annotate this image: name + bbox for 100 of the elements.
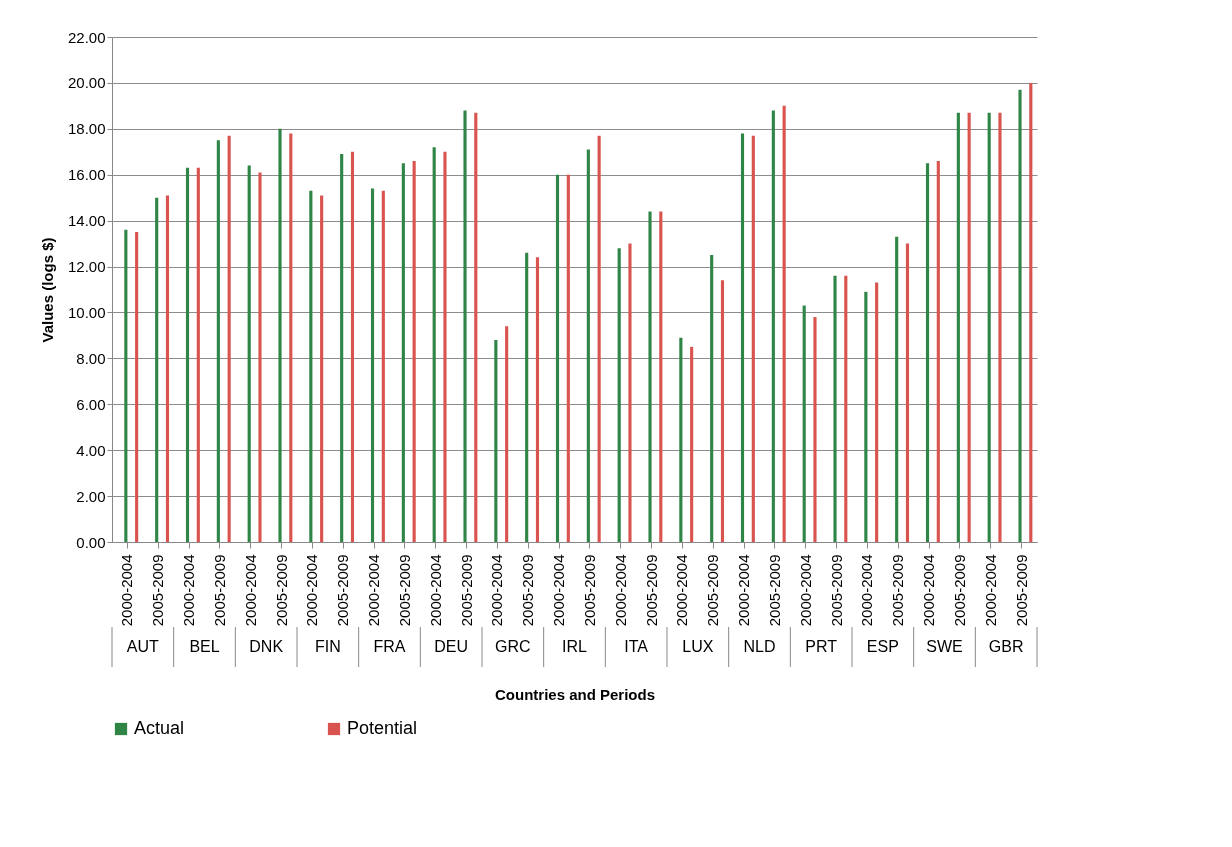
x-tick-label: 2000-2004 <box>735 554 753 627</box>
bar <box>813 317 817 542</box>
bar <box>956 112 960 542</box>
bar <box>659 211 663 542</box>
x-tick-label: 2000-2004 <box>858 554 876 627</box>
bar <box>505 326 509 542</box>
bar <box>875 282 879 542</box>
x-tick-label: 2005-2009 <box>889 554 907 627</box>
y-tick-label: 0.00 <box>76 533 106 551</box>
y-tick-label: 10.00 <box>67 303 106 321</box>
bar <box>617 248 621 542</box>
y-tick-label: 12.00 <box>67 258 106 276</box>
text: ITA <box>624 638 649 655</box>
x-tick-label: 2005-2009 <box>1012 554 1030 627</box>
text: GBR <box>988 638 1024 655</box>
bar <box>690 346 694 542</box>
bar <box>1018 89 1022 542</box>
x-tick-label: 2005-2009 <box>395 554 413 627</box>
x-tick-label: 2005-2009 <box>272 554 290 627</box>
bar <box>401 163 405 542</box>
bar <box>998 112 1002 542</box>
y-tick-label: 6.00 <box>76 395 106 413</box>
x-tick-label: 2005-2009 <box>765 554 783 627</box>
y-tick-label: 14.00 <box>67 212 106 230</box>
bar <box>494 340 498 542</box>
text: PRT <box>805 638 838 655</box>
x-tick-label: 2005-2009 <box>149 554 167 627</box>
bar <box>227 135 231 542</box>
text: DNK <box>249 638 284 655</box>
x-tick-label: 2000-2004 <box>365 554 383 627</box>
legend-label: Potential <box>347 718 418 738</box>
bar <box>597 135 601 542</box>
bar <box>443 151 447 542</box>
x-tick-label: 2000-2004 <box>673 554 691 627</box>
bar <box>895 236 899 542</box>
text: FIN <box>314 638 341 655</box>
x-tick-label: 2000-2004 <box>180 554 198 627</box>
bar <box>864 291 868 542</box>
y-tick-label: 4.00 <box>76 441 106 459</box>
y-tick-label: 18.00 <box>67 120 106 138</box>
x-tick-label: 2005-2009 <box>457 554 475 627</box>
bar <box>905 243 910 542</box>
bar <box>1029 82 1033 542</box>
bar <box>751 135 755 542</box>
bar <box>216 140 220 542</box>
x-tick-label: 2000-2004 <box>550 554 568 627</box>
bar <box>802 305 806 542</box>
bar <box>258 172 262 542</box>
bar <box>289 133 293 542</box>
bar <box>967 112 971 542</box>
bar <box>350 151 355 542</box>
bar <box>320 195 324 542</box>
bar <box>566 174 570 542</box>
x-tick-label: 2005-2009 <box>950 554 968 627</box>
x-tick-label: 2000-2004 <box>920 554 938 627</box>
legend-label: Actual <box>134 718 185 738</box>
bar <box>586 149 590 542</box>
bar <box>278 128 282 542</box>
text: GRC <box>495 638 531 655</box>
x-tick-label: 2005-2009 <box>210 554 228 627</box>
x-tick-label: 2005-2009 <box>642 554 660 627</box>
x-tick-label: 2005-2009 <box>580 554 598 627</box>
bar <box>135 232 139 542</box>
bar <box>844 275 848 542</box>
bar <box>925 163 930 542</box>
bar <box>782 105 786 542</box>
text: BEL <box>189 638 220 655</box>
text: AUT <box>126 638 160 655</box>
bar <box>936 160 940 542</box>
bar <box>648 211 652 542</box>
x-tick-label: 2000-2004 <box>981 554 999 627</box>
bar <box>740 133 745 542</box>
text: ESP <box>866 638 899 655</box>
bar <box>987 112 991 542</box>
bar <box>432 147 436 542</box>
bar <box>555 174 560 542</box>
x-tick-label: 2000-2004 <box>118 554 136 627</box>
bar <box>463 110 467 542</box>
x-axis-title: Countries and Periods <box>494 685 656 703</box>
text: LUX <box>682 638 714 655</box>
x-tick-label: 2000-2004 <box>303 554 321 627</box>
text: DEU <box>434 638 469 655</box>
bar <box>771 110 775 542</box>
bar <box>381 190 385 542</box>
y-tick-label: 22.00 <box>67 28 106 46</box>
x-tick-label: 2000-2004 <box>426 554 444 627</box>
bar <box>679 337 683 542</box>
bar <box>474 112 478 542</box>
bar <box>525 252 529 542</box>
y-tick-label: 16.00 <box>67 166 106 184</box>
x-tick-label: 2005-2009 <box>704 554 722 627</box>
bar <box>196 167 200 542</box>
text: FRA <box>373 638 406 655</box>
x-tick-label: 2005-2009 <box>334 554 352 627</box>
x-tick-label: 2000-2004 <box>611 554 629 627</box>
x-tick-label: 2005-2009 <box>827 554 845 627</box>
text: NLD <box>743 638 776 655</box>
x-tick-label: 2000-2004 <box>488 554 506 627</box>
bar <box>720 280 725 542</box>
x-tick-label: 2000-2004 <box>796 554 814 627</box>
